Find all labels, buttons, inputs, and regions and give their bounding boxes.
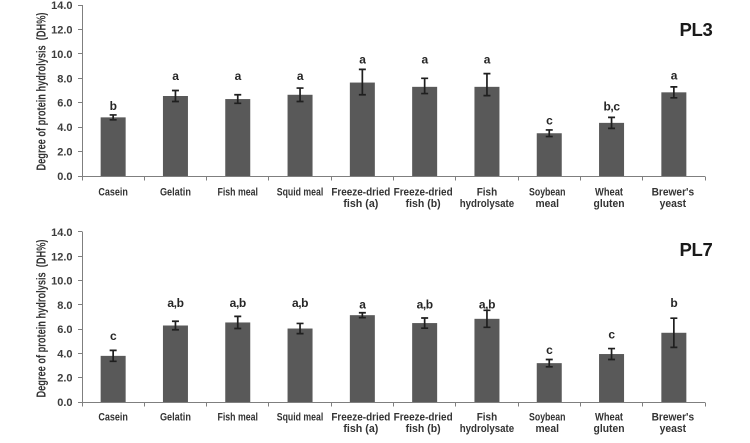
svg-text:6.0: 6.0 — [57, 98, 72, 110]
svg-text:10.0: 10.0 — [51, 49, 72, 61]
svg-text:gluten: gluten — [594, 423, 625, 435]
svg-text:fish (a): fish (a) — [343, 423, 378, 435]
svg-text:Freeze-dried: Freeze-dried — [331, 187, 390, 199]
svg-text:2.0: 2.0 — [57, 147, 72, 159]
svg-text:c: c — [110, 329, 117, 343]
svg-text:Squid meal: Squid meal — [277, 412, 324, 424]
svg-text:Fish: Fish — [477, 187, 498, 199]
svg-text:a: a — [172, 69, 179, 83]
svg-text:a: a — [359, 53, 366, 67]
svg-text:fish (b): fish (b) — [406, 423, 441, 435]
svg-text:b,c: b,c — [603, 100, 620, 114]
svg-text:hydrolysate: hydrolysate — [460, 423, 515, 435]
svg-text:Gelatin: Gelatin — [160, 412, 191, 424]
svg-text:4.0: 4.0 — [57, 122, 72, 134]
svg-text:14.0: 14.0 — [51, 227, 72, 239]
svg-text:b: b — [670, 296, 677, 310]
svg-text:10.0: 10.0 — [51, 276, 72, 288]
svg-text:meal: meal — [536, 198, 560, 210]
svg-text:hydrolysate: hydrolysate — [460, 198, 515, 210]
svg-text:8.0: 8.0 — [57, 300, 72, 312]
svg-text:Degree of protein hydrolysis: Degree of protein hydrolysis (DH%) — [35, 13, 49, 171]
svg-text:0.0: 0.0 — [57, 397, 72, 409]
svg-text:fish (a): fish (a) — [343, 198, 378, 210]
svg-text:4.0: 4.0 — [57, 348, 72, 360]
svg-text:Squid meal: Squid meal — [277, 187, 324, 199]
svg-text:8.0: 8.0 — [57, 73, 72, 85]
svg-text:b: b — [110, 99, 117, 113]
svg-text:Casein: Casein — [98, 187, 128, 199]
svg-text:c: c — [608, 328, 615, 342]
svg-text:Soybean: Soybean — [529, 187, 566, 199]
svg-text:a: a — [671, 69, 678, 83]
svg-text:Wheat: Wheat — [595, 412, 623, 424]
svg-text:meal: meal — [536, 423, 560, 435]
svg-text:a,b: a,b — [167, 296, 183, 310]
svg-text:fish (b): fish (b) — [406, 198, 441, 210]
svg-text:Brewer's: Brewer's — [652, 187, 695, 199]
svg-text:14.0: 14.0 — [51, 0, 72, 12]
svg-text:Freeze-dried: Freeze-dried — [394, 187, 453, 199]
svg-text:PL7: PL7 — [679, 239, 712, 260]
svg-text:a: a — [297, 69, 304, 83]
svg-text:yeast: yeast — [660, 198, 687, 210]
svg-text:Brewer's: Brewer's — [652, 412, 695, 424]
svg-text:a: a — [235, 69, 242, 83]
svg-text:a,b: a,b — [292, 296, 308, 310]
svg-text:Gelatin: Gelatin — [160, 187, 191, 199]
svg-text:a,b: a,b — [479, 297, 495, 311]
svg-text:Freeze-dried: Freeze-dried — [331, 412, 390, 424]
svg-text:c: c — [546, 113, 553, 127]
svg-text:a,b: a,b — [417, 297, 433, 311]
svg-text:2.0: 2.0 — [57, 373, 72, 385]
svg-text:0.0: 0.0 — [57, 171, 72, 183]
svg-text:PL3: PL3 — [679, 19, 712, 40]
svg-text:Soybean: Soybean — [529, 412, 566, 424]
svg-text:a: a — [484, 53, 491, 67]
svg-text:Wheat: Wheat — [595, 187, 623, 199]
svg-text:Fish meal: Fish meal — [218, 412, 259, 424]
svg-text:gluten: gluten — [594, 198, 625, 210]
svg-text:c: c — [546, 343, 553, 357]
svg-text:Fish meal: Fish meal — [218, 187, 259, 199]
svg-text:Degree of protein hydrolysis: Degree of protein hydrolysis (DH%) — [35, 240, 49, 398]
svg-text:Casein: Casein — [98, 412, 128, 424]
svg-text:12.0: 12.0 — [51, 24, 72, 36]
svg-text:a,b: a,b — [230, 296, 246, 310]
svg-text:6.0: 6.0 — [57, 324, 72, 336]
svg-text:Fish: Fish — [477, 412, 498, 424]
svg-text:Freeze-dried: Freeze-dried — [394, 412, 453, 424]
svg-text:a: a — [422, 53, 429, 67]
svg-text:12.0: 12.0 — [51, 251, 72, 263]
svg-text:a: a — [359, 297, 366, 311]
svg-text:yeast: yeast — [660, 423, 687, 435]
